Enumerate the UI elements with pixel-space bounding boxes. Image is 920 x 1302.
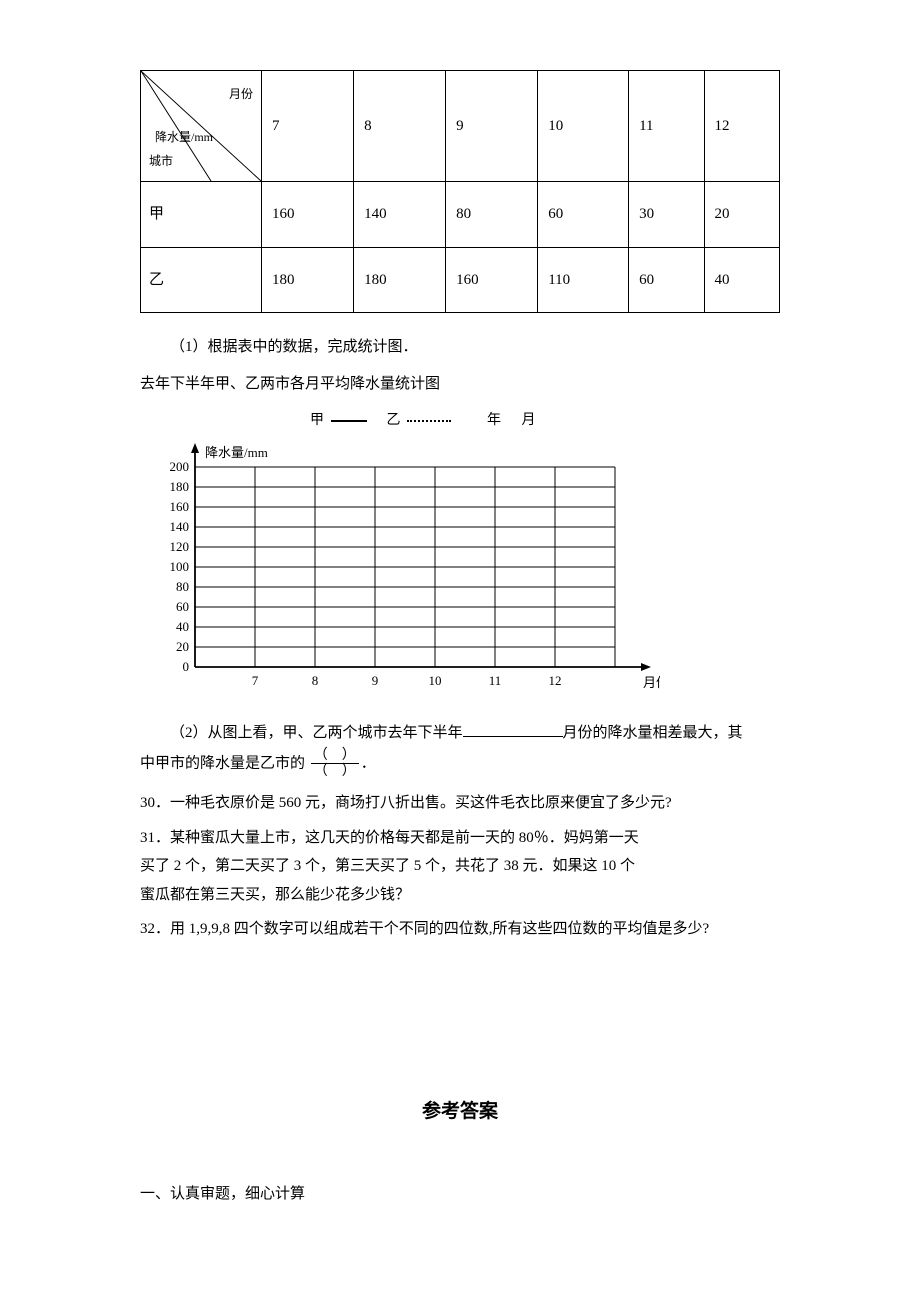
svg-text:160: 160: [170, 499, 190, 514]
hdr-precip-label: 降水量/mm: [155, 126, 213, 149]
col-head: 8: [354, 71, 446, 182]
svg-text:10: 10: [429, 673, 442, 688]
svg-text:11: 11: [489, 673, 502, 688]
diag-header-cell: 月份 降水量/mm 城市: [141, 71, 262, 182]
q2-suffix: ．: [361, 755, 376, 771]
svg-text:20: 20: [176, 639, 189, 654]
cell: 30: [629, 182, 704, 248]
svg-text:降水量/mm: 降水量/mm: [205, 445, 268, 460]
legend-yi-label: 乙: [387, 413, 402, 428]
col-head: 10: [538, 71, 629, 182]
frac-numerator[interactable]: （ ）: [311, 748, 359, 764]
svg-text:80: 80: [176, 579, 189, 594]
q2-mid: 月份的降水量相差最大，其: [563, 725, 743, 741]
cell: 110: [538, 247, 629, 313]
cell: 60: [629, 247, 704, 313]
cell: 60: [538, 182, 629, 248]
legend-month: 月: [522, 413, 537, 428]
hdr-month-label: 月份: [229, 83, 253, 106]
blank-input[interactable]: [463, 721, 563, 737]
q2-line2-text: 中甲市的降水量是乙市的: [140, 755, 305, 771]
cell: 40: [704, 247, 779, 313]
svg-text:7: 7: [252, 673, 259, 688]
svg-text:200: 200: [170, 459, 190, 474]
hdr-city-label: 城市: [149, 150, 173, 173]
table-row: 月份 降水量/mm 城市 7 8 9 10 11 12: [141, 71, 780, 182]
q32: 32．用 1,9,9,8 四个数字可以组成若干个不同的四位数,所有这些四位数的平…: [140, 915, 780, 944]
legend-solid-line-icon: [331, 420, 367, 422]
svg-text:9: 9: [372, 673, 379, 688]
q2-line1: （2）从图上看，甲、乙两个城市去年下半年 月份的降水量相差最大，其: [140, 719, 780, 748]
q2-line2: 中甲市的降水量是乙市的 （ ） （ ） ．: [140, 748, 780, 780]
legend-dotted-line-icon: [407, 420, 451, 422]
col-head: 7: [262, 71, 354, 182]
svg-text:0: 0: [183, 659, 190, 674]
svg-text:8: 8: [312, 673, 319, 688]
svg-text:100: 100: [170, 559, 190, 574]
svg-text:60: 60: [176, 599, 189, 614]
chart-legend: 甲 乙 年 月: [140, 408, 780, 435]
table-row: 乙 180 180 160 110 60 40: [141, 247, 780, 313]
svg-text:月份: 月份: [643, 675, 660, 690]
col-head: 12: [704, 71, 779, 182]
precip-table: 月份 降水量/mm 城市 7 8 9 10 11 12 甲 160 140 80…: [140, 70, 780, 313]
cell: 180: [262, 247, 354, 313]
cell: 160: [446, 247, 538, 313]
q31-line2: 买了 2 个，第二天买了 3 个，第三天买了 5 个，共花了 38 元．如果这 …: [140, 852, 780, 881]
svg-text:140: 140: [170, 519, 190, 534]
q31-line1: 31．某种蜜瓜大量上市，这几天的价格每天都是前一天的 80％．妈妈第一天: [140, 824, 780, 853]
svg-text:120: 120: [170, 539, 190, 554]
answers-heading: 参考答案: [140, 1094, 780, 1130]
chart-title: 去年下半年甲、乙两市各月平均降水量统计图: [140, 370, 780, 399]
fraction: （ ） （ ）: [311, 748, 359, 780]
cell: 20: [704, 182, 779, 248]
cell: 80: [446, 182, 538, 248]
svg-text:180: 180: [170, 479, 190, 494]
col-head: 9: [446, 71, 538, 182]
cell: 180: [354, 247, 446, 313]
q1-text: （1）根据表中的数据，完成统计图．: [140, 333, 780, 362]
cell: 160: [262, 182, 354, 248]
row-label: 甲: [141, 182, 262, 248]
svg-text:12: 12: [549, 673, 562, 688]
blank-chart: 200180160140120100806040200降水量/mm7891011…: [140, 439, 660, 699]
row-label: 乙: [141, 247, 262, 313]
q31-line3: 蜜瓜都在第三天买，那么能少花多少钱？: [140, 881, 780, 910]
legend-jia-label: 甲: [310, 413, 325, 428]
q2-prefix: （2）从图上看，甲、乙两个城市去年下半年: [170, 725, 463, 741]
col-head: 11: [629, 71, 704, 182]
legend-year: 年: [487, 413, 502, 428]
chart-wrap: 甲 乙 年 月 200180160140120100806040200降水量/m…: [140, 408, 780, 709]
section-one: 一、认真审题，细心计算: [140, 1180, 780, 1209]
page: 月份 降水量/mm 城市 7 8 9 10 11 12 甲 160 140 80…: [0, 0, 920, 1268]
cell: 140: [354, 182, 446, 248]
q30: 30．一种毛衣原价是 560 元，商场打八折出售。买这件毛衣比原来便宜了多少元?: [140, 789, 780, 818]
table-row: 甲 160 140 80 60 30 20: [141, 182, 780, 248]
svg-text:40: 40: [176, 619, 189, 634]
frac-denominator[interactable]: （ ）: [311, 764, 359, 779]
